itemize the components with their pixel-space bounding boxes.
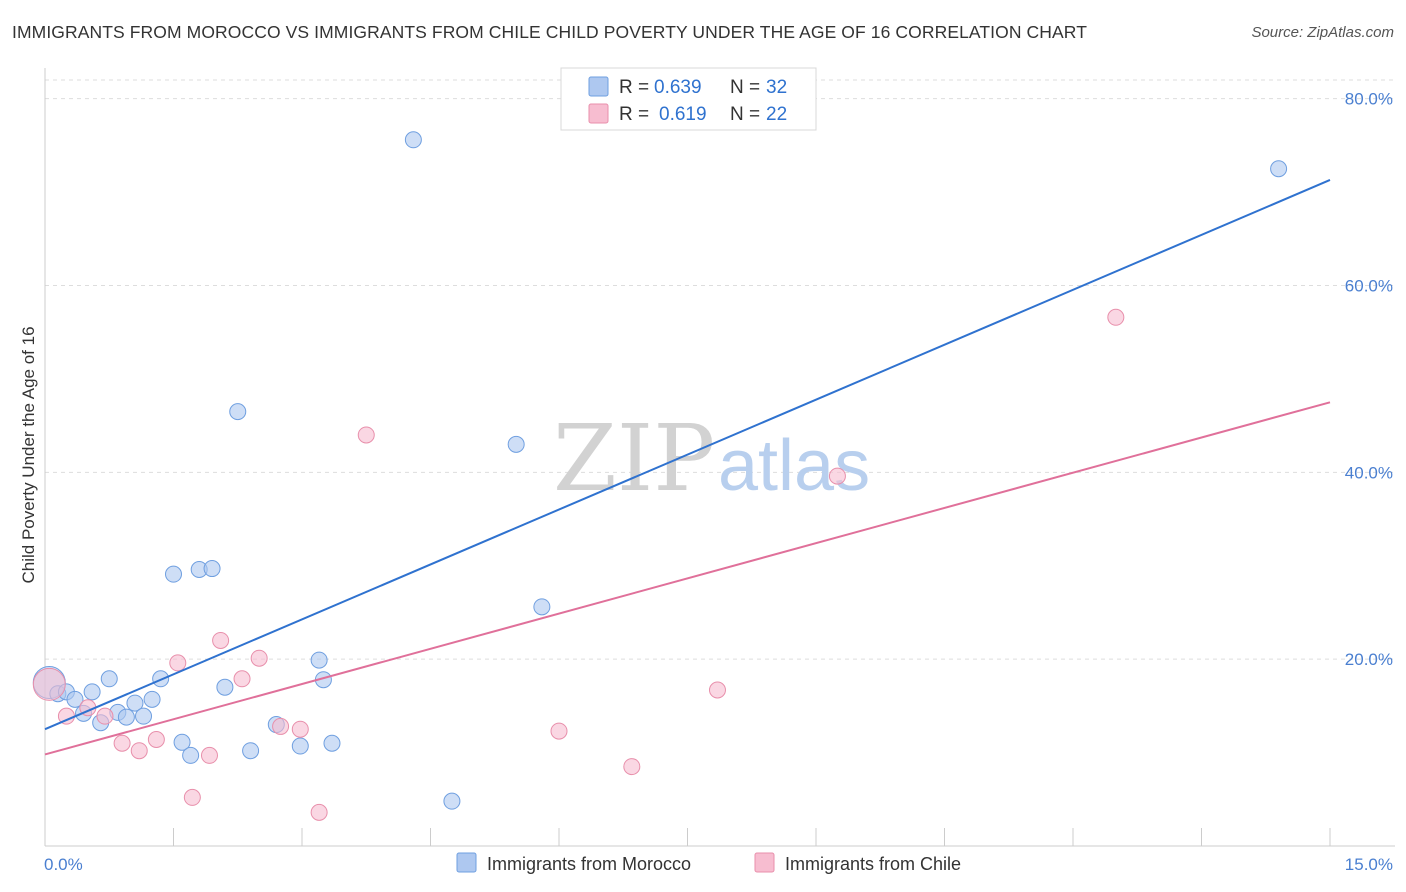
legend-n-value-chile: 22 xyxy=(766,104,787,125)
trendline-morocco xyxy=(44,179,1331,731)
legend-r-value-chile: 0.619 xyxy=(659,104,707,125)
legend-r-value-morocco: 0.639 xyxy=(654,77,702,98)
data-point-morocco xyxy=(404,131,422,149)
y-tick-label: 40.0% xyxy=(1345,463,1393,482)
data-point-chile xyxy=(623,758,641,776)
data-point-chile xyxy=(1107,308,1125,326)
data-point-chile xyxy=(130,742,148,760)
y-tick-label: 60.0% xyxy=(1345,277,1393,296)
data-point-chile xyxy=(147,731,165,749)
data-point-chile xyxy=(250,649,268,667)
data-point-morocco xyxy=(443,792,461,810)
data-point-chile xyxy=(212,631,230,649)
x-tick-label: 15.0% xyxy=(1345,855,1393,874)
bottom-legend: Immigrants from Morocco Immigrants from … xyxy=(456,852,961,874)
data-point-morocco xyxy=(182,746,200,764)
bottom-legend-label-chile: Immigrants from Chile xyxy=(785,854,961,874)
data-point-chile xyxy=(310,803,328,821)
data-point-chile xyxy=(272,717,290,735)
data-point-chile xyxy=(169,654,187,672)
data-point-chile xyxy=(96,707,114,725)
source-credit: Source: ZipAtlas.com xyxy=(1251,24,1394,41)
data-point-morocco xyxy=(229,403,247,421)
data-point-morocco xyxy=(507,435,525,453)
data-point-morocco xyxy=(66,690,84,708)
data-point-chile xyxy=(291,720,309,738)
data-point-morocco xyxy=(216,678,234,696)
data-point-chile xyxy=(708,681,726,699)
data-point-morocco xyxy=(143,690,161,708)
data-point-morocco xyxy=(323,734,341,752)
data-point-morocco xyxy=(83,683,101,701)
legend-r-label-chile: R = xyxy=(619,104,649,125)
bottom-legend-swatch-morocco xyxy=(456,852,477,873)
legend-swatch-chile xyxy=(588,103,609,124)
legend-n-value-morocco: 32 xyxy=(766,77,787,98)
data-point-chile xyxy=(357,426,375,444)
trend-lines xyxy=(44,179,1331,756)
data-point-morocco xyxy=(135,707,153,725)
data-point-morocco xyxy=(173,733,191,751)
x-tick-label: 0.0% xyxy=(44,855,83,874)
legend-n-label-chile: N = xyxy=(730,104,760,125)
data-point-morocco xyxy=(1270,160,1288,178)
data-point-morocco xyxy=(126,694,144,712)
data-point-chile xyxy=(550,722,568,740)
data-points xyxy=(32,131,1288,821)
data-point-morocco xyxy=(165,565,182,583)
data-point-chile xyxy=(113,734,131,752)
data-point-chile xyxy=(828,467,846,485)
data-point-morocco xyxy=(117,708,135,726)
axes xyxy=(44,68,1395,847)
y-tick-label: 80.0% xyxy=(1345,90,1393,109)
data-point-morocco xyxy=(291,737,309,755)
data-point-morocco xyxy=(310,651,328,669)
legend-swatch-morocco xyxy=(588,76,609,97)
trendline-chile xyxy=(44,401,1331,756)
legend-r-label-morocco: R = xyxy=(619,77,649,98)
watermark-atlas: atlas xyxy=(718,426,870,506)
tick-labels: 20.0% 40.0% 60.0% 80.0% 0.0% 15.0% xyxy=(44,90,1393,874)
bottom-legend-swatch-chile xyxy=(754,852,775,873)
watermark-zip: ZIP xyxy=(553,405,715,512)
data-point-chile xyxy=(233,670,251,688)
data-point-morocco xyxy=(203,560,221,578)
chart-title: IMMIGRANTS FROM MOROCCO VS IMMIGRANTS FR… xyxy=(12,22,1088,42)
watermark: ZIP atlas xyxy=(553,405,870,512)
y-axis-title: Child Poverty Under the Age of 16 xyxy=(19,326,38,583)
bottom-legend-label-morocco: Immigrants from Morocco xyxy=(487,854,691,874)
y-tick-label: 20.0% xyxy=(1345,650,1393,669)
data-point-chile xyxy=(200,746,218,764)
grid-lines xyxy=(45,79,1395,660)
data-point-chile xyxy=(32,667,66,701)
data-point-morocco xyxy=(533,598,551,616)
legend-n-label-morocco: N = xyxy=(730,77,760,98)
data-point-morocco xyxy=(242,742,260,760)
data-point-chile xyxy=(183,788,201,806)
legend: R = 0.639 N = 32 R = 0.619 N = 22 xyxy=(560,67,817,131)
data-point-morocco xyxy=(100,670,118,688)
